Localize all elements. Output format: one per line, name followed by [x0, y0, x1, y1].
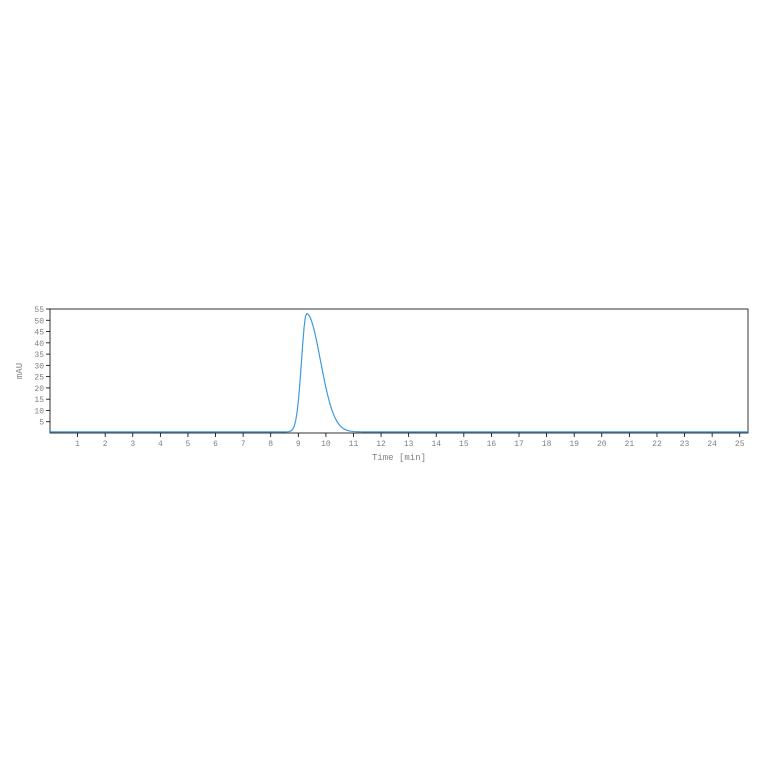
- svg-text:1: 1: [75, 440, 80, 449]
- svg-text:16: 16: [487, 440, 497, 449]
- svg-text:9: 9: [296, 440, 301, 449]
- svg-text:12: 12: [376, 440, 386, 449]
- svg-text:5: 5: [39, 419, 44, 428]
- svg-text:55: 55: [34, 306, 44, 315]
- svg-text:20: 20: [597, 440, 607, 449]
- svg-text:8: 8: [268, 440, 273, 449]
- svg-text:13: 13: [404, 440, 414, 449]
- svg-text:2: 2: [103, 440, 108, 449]
- svg-text:3: 3: [130, 440, 135, 449]
- svg-text:19: 19: [569, 440, 579, 449]
- svg-text:15: 15: [459, 440, 469, 449]
- svg-text:6: 6: [213, 440, 218, 449]
- svg-text:50: 50: [34, 317, 44, 326]
- svg-text:21: 21: [625, 440, 635, 449]
- chromatogram-chart: 1234567891011121314151617181920212223242…: [10, 305, 754, 470]
- svg-text:mAU: mAU: [15, 363, 25, 379]
- svg-text:17: 17: [514, 440, 524, 449]
- svg-text:24: 24: [707, 440, 717, 449]
- svg-text:10: 10: [321, 440, 331, 449]
- svg-text:10: 10: [34, 407, 44, 416]
- svg-text:22: 22: [652, 440, 662, 449]
- svg-text:7: 7: [241, 440, 246, 449]
- svg-text:20: 20: [34, 385, 44, 394]
- svg-text:5: 5: [186, 440, 191, 449]
- svg-text:45: 45: [34, 329, 44, 338]
- svg-text:14: 14: [431, 440, 441, 449]
- svg-text:30: 30: [34, 362, 44, 371]
- chart-svg: 1234567891011121314151617181920212223242…: [10, 305, 754, 470]
- svg-text:25: 25: [735, 440, 745, 449]
- svg-text:11: 11: [349, 440, 359, 449]
- svg-text:15: 15: [34, 396, 44, 405]
- svg-text:35: 35: [34, 351, 44, 360]
- svg-text:Time [min]: Time [min]: [372, 453, 426, 463]
- svg-text:40: 40: [34, 340, 44, 349]
- svg-text:23: 23: [680, 440, 690, 449]
- svg-text:18: 18: [542, 440, 552, 449]
- svg-text:4: 4: [158, 440, 163, 449]
- svg-text:25: 25: [34, 374, 44, 383]
